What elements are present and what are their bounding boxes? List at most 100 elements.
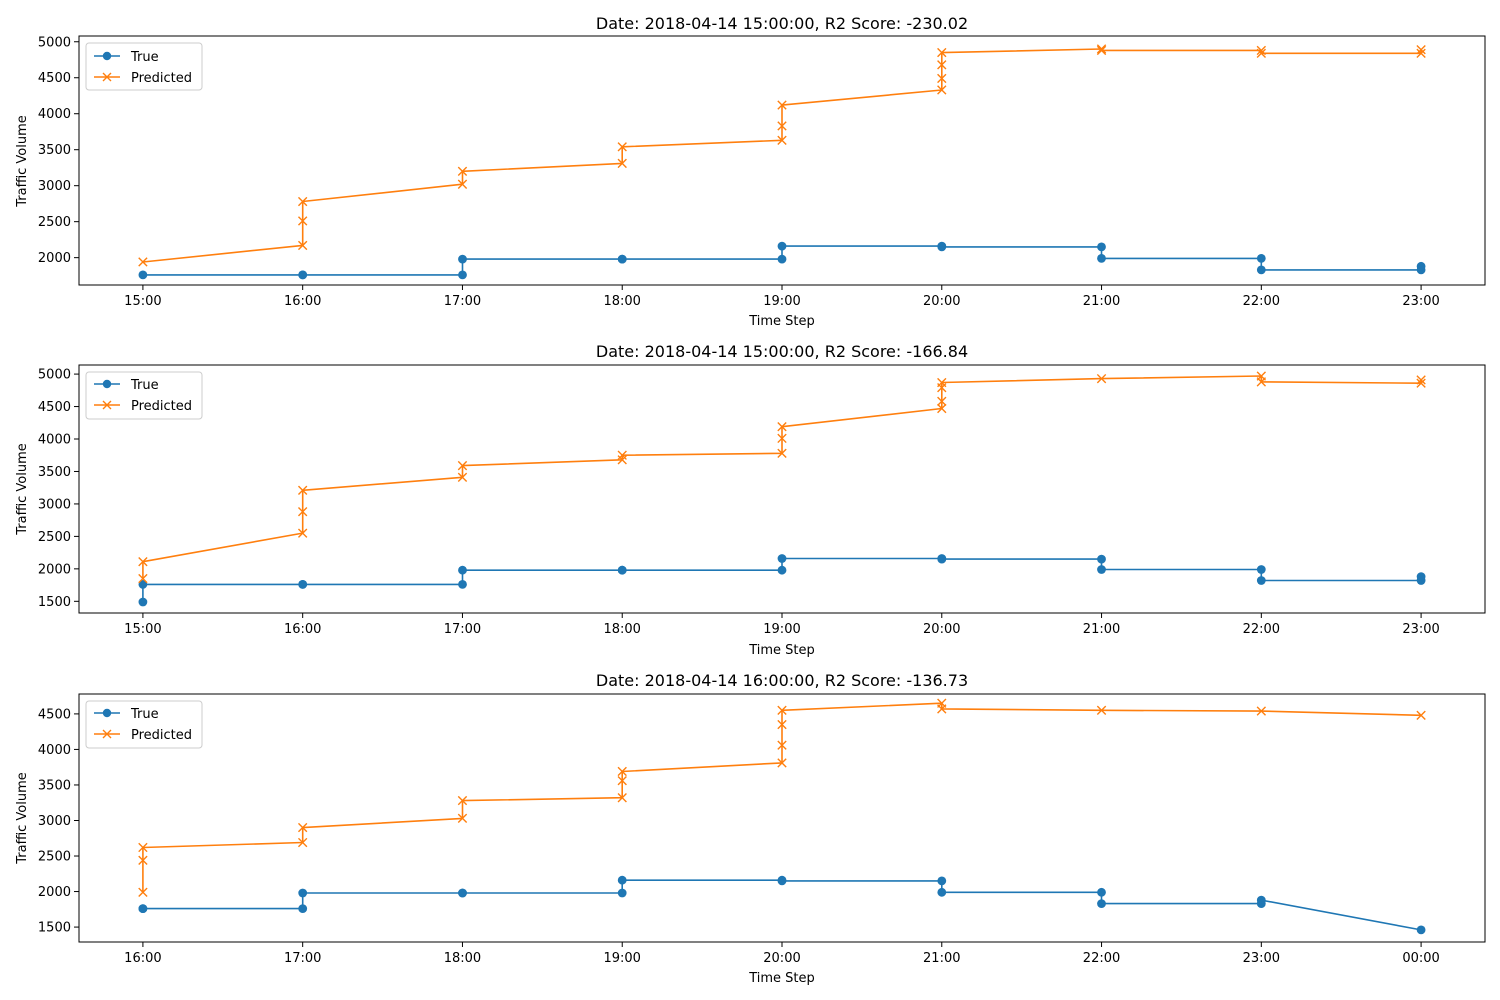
data-point-predicted	[297, 528, 308, 538]
x-tick-label: 20:00	[923, 622, 960, 637]
x-tick-label: 19:00	[603, 951, 640, 966]
data-point-true	[1256, 565, 1266, 574]
subplot-2: Date: 2018-04-14 15:00:00, R2 Score: -16…	[15, 342, 1486, 658]
data-point-true	[617, 565, 627, 575]
data-point-predicted	[937, 704, 947, 714]
y-tick-label: 3000	[38, 179, 71, 194]
subplot-1-y-label: Traffic Volume	[15, 115, 30, 208]
data-point-true	[1097, 554, 1106, 564]
data-point-predicted	[457, 472, 468, 483]
x-tick-label: 17:00	[284, 951, 321, 966]
subplot-3-legend-true-label: True	[130, 707, 159, 722]
y-tick-label: 2500	[38, 850, 71, 865]
y-tick-label: 2500	[38, 530, 71, 545]
data-point-true	[1097, 887, 1106, 897]
data-point-predicted	[138, 557, 148, 567]
data-point-true	[138, 580, 148, 589]
y-tick-label: 1500	[38, 921, 71, 936]
data-point-predicted	[1416, 44, 1426, 55]
subplot-3-legend-predicted-marker	[102, 729, 112, 739]
x-tick-label: 18:00	[603, 294, 640, 309]
x-tick-label: 21:00	[1083, 294, 1120, 309]
data-point-predicted	[297, 485, 308, 495]
subplot-2-y-label: Traffic Volume	[15, 443, 30, 536]
data-point-true	[1256, 254, 1266, 263]
y-tick-label: 3500	[38, 465, 71, 480]
data-point-true	[298, 270, 308, 280]
data-point-predicted	[617, 158, 627, 169]
data-point-predicted	[297, 240, 308, 251]
x-tick-label: 20:00	[923, 294, 960, 309]
data-point-predicted	[297, 837, 308, 848]
x-tick-label: 00:00	[1402, 951, 1439, 966]
data-point-predicted	[777, 121, 787, 131]
subplot-1-legend-box	[85, 42, 203, 91]
x-tick-label: 15:00	[124, 622, 161, 637]
data-point-true	[1256, 576, 1266, 585]
subplot-3-y-label: Traffic Volume	[15, 772, 30, 865]
x-tick-label: 18:00	[444, 951, 481, 966]
data-point-predicted	[297, 196, 308, 207]
y-tick-label: 3000	[38, 814, 71, 829]
subplot-1-y-axis: 2000 2500 3000 3500 4000 4500 5000	[38, 35, 79, 266]
y-tick-label: 1500	[38, 595, 71, 610]
data-point-true	[777, 254, 787, 264]
data-point-predicted	[1416, 378, 1426, 388]
subplot-1-legend-predicted-marker	[102, 72, 112, 82]
subplot-2-y-axis: 1500 2000 2500 3000 3500 4000 4500 5000	[38, 368, 79, 610]
data-point-predicted	[1256, 377, 1267, 387]
data-point-predicted	[777, 758, 787, 768]
data-point-true	[617, 254, 627, 264]
data-point-predicted	[1416, 710, 1426, 721]
data-point-true	[617, 875, 627, 885]
data-point-predicted	[1256, 706, 1267, 716]
data-point-true	[1416, 572, 1426, 581]
subplot-2-legend-predicted-label: Predicted	[131, 399, 192, 414]
y-tick-label: 5000	[38, 35, 71, 50]
data-point-predicted	[1096, 373, 1107, 384]
data-point-predicted	[617, 455, 627, 465]
y-tick-label: 3500	[38, 143, 71, 158]
data-point-true	[937, 887, 947, 897]
data-point-true	[937, 554, 947, 564]
data-point-predicted	[777, 719, 787, 730]
x-tick-label: 21:00	[1083, 622, 1120, 637]
data-point-predicted	[457, 179, 468, 189]
data-point-true	[937, 242, 947, 252]
data-point-predicted	[937, 47, 947, 58]
data-point-true	[1097, 565, 1106, 574]
x-tick-label: 19:00	[763, 294, 800, 309]
data-point-predicted	[777, 740, 787, 750]
subplot-3: Date: 2018-04-14 16:00:00, R2 Score: -13…	[15, 671, 1486, 986]
data-point-predicted	[1096, 44, 1107, 54]
data-point-predicted	[138, 855, 148, 865]
y-tick-label: 4500	[38, 707, 71, 722]
data-point-true	[458, 565, 467, 575]
data-point-predicted	[937, 403, 947, 414]
subplot-2-legend: True Predicted	[85, 371, 203, 420]
data-point-true	[1416, 925, 1426, 935]
data-point-true	[138, 904, 148, 913]
data-point-true	[777, 565, 787, 575]
subplot-2-x-label: Time Step	[748, 643, 815, 658]
data-point-true	[1256, 895, 1266, 905]
subplot-3-legend-predicted-label: Predicted	[131, 728, 192, 743]
x-tick-label: 23:00	[1243, 951, 1280, 966]
data-point-true	[1097, 899, 1106, 908]
subplot-1-legend-predicted-label: Predicted	[131, 71, 192, 86]
data-point-predicted	[297, 822, 308, 833]
data-point-predicted	[457, 460, 468, 471]
x-tick-label: 16:00	[284, 294, 321, 309]
data-point-true	[1256, 265, 1266, 275]
data-point-true	[777, 554, 787, 563]
data-point-true	[1097, 242, 1106, 252]
data-point-predicted	[1256, 48, 1267, 58]
x-tick-label: 19:00	[763, 622, 800, 637]
data-point-true	[777, 876, 787, 886]
y-tick-label: 2000	[38, 562, 71, 577]
data-point-true	[1416, 261, 1426, 271]
y-tick-label: 4500	[38, 71, 71, 86]
data-point-true	[298, 580, 308, 589]
